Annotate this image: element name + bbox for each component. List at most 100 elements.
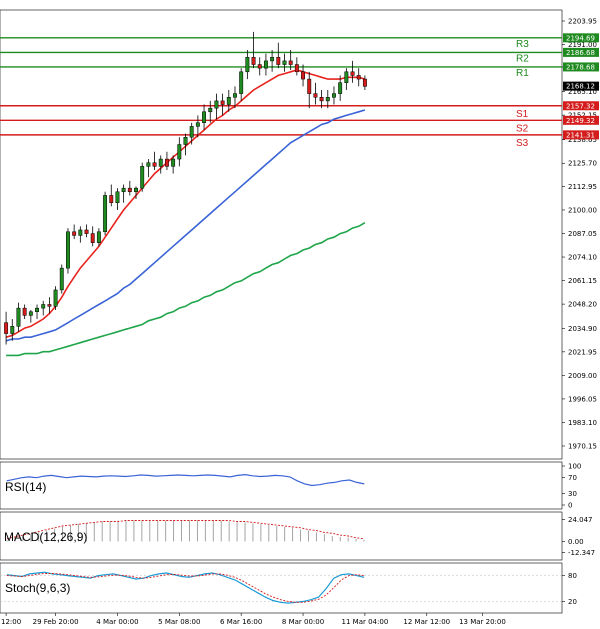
candle-up <box>332 93 336 98</box>
level-tag-r1 <box>563 62 599 72</box>
candle-down <box>313 93 318 98</box>
candle-down <box>164 158 169 167</box>
candle-down <box>307 78 312 94</box>
candle-down <box>72 231 77 236</box>
macd-signal-line <box>6 520 365 540</box>
candle-up <box>121 187 126 193</box>
x-tick-label: 4 Mar 00:00 <box>96 618 138 626</box>
candle-up <box>66 231 70 269</box>
candle-up <box>195 122 200 127</box>
current-price-value: 2168.12 <box>566 83 595 91</box>
candle-down <box>319 97 324 102</box>
y-tick-label: 2125.70 <box>568 160 597 168</box>
y-tick-label: 2191.00 <box>568 41 597 49</box>
rsi-label: RSI(14) <box>5 480 46 494</box>
macd-panel <box>0 511 563 561</box>
sub-tick-label: 24.047 <box>568 516 593 524</box>
ma-mid-line <box>5 109 366 342</box>
candle-up <box>16 307 21 327</box>
y-tick-label: 2152.15 <box>568 112 597 120</box>
candle-up <box>239 71 244 94</box>
level-value-s1: 2157.32 <box>566 102 595 110</box>
level-name-s2: S2 <box>516 123 529 134</box>
candle-up <box>270 57 275 62</box>
sub-tick-label: 0 <box>568 502 572 510</box>
sub-tick-label: 30 <box>568 490 577 498</box>
y-tick-label: 2021.95 <box>568 348 597 356</box>
candle-up <box>10 326 15 334</box>
x-axis: 12:00 29 Feb 20:00 4 Mar 00:00 5 Mar 08:00 6… <box>1 613 506 626</box>
level-tag-r3 <box>563 33 599 43</box>
stoch-panel <box>0 562 563 614</box>
level-name-r3: R3 <box>516 39 529 50</box>
y-tick-label: 2203.95 <box>568 17 597 25</box>
candle-down <box>251 57 256 65</box>
level-tag-s2 <box>563 115 599 125</box>
level-name-s1: S1 <box>516 109 529 120</box>
candle-down <box>4 322 9 334</box>
candle-up <box>189 126 194 138</box>
y-tick-label: 1970.15 <box>568 443 597 451</box>
x-tick-label: 29 Feb 20:00 <box>33 618 79 626</box>
candle-up <box>208 107 213 113</box>
candle-down <box>294 64 299 73</box>
y-tick-label: 2100.00 <box>568 206 597 214</box>
rsi-line <box>6 473 365 487</box>
stoch-label: Stoch(9,6,3) <box>5 581 70 595</box>
level-value-s2: 2149.32 <box>566 117 595 125</box>
level-value-s3: 2141.31 <box>566 131 595 139</box>
candle-up <box>226 97 231 105</box>
macd-indicator: 24.047 0.00 -12.347 <box>6 516 595 557</box>
level-tag-s3 <box>563 130 599 140</box>
sub-tick-label: 80 <box>568 572 577 580</box>
level-tag-s1 <box>563 101 599 111</box>
y-tick-label: 1983.10 <box>568 419 597 427</box>
x-tick-label: 13 Mar 20:00 <box>459 618 506 626</box>
x-tick-label: 6 Mar 16:00 <box>220 618 262 626</box>
y-tick-label: 1996.05 <box>568 395 597 403</box>
candle-down <box>22 307 27 316</box>
rsi-panel <box>0 461 563 510</box>
y-tick-label: 2087.05 <box>568 230 597 238</box>
sub-tick-label: 0.00 <box>568 538 584 546</box>
candle-down <box>127 187 132 193</box>
stoch-d-line <box>6 573 365 603</box>
candle-up <box>245 57 250 73</box>
y-tick-label: 2112.95 <box>568 183 597 191</box>
stoch-k-line <box>6 571 365 604</box>
candle-up <box>134 187 138 193</box>
candle-up <box>171 158 176 167</box>
x-tick-label: 12 Mar 12:00 <box>403 618 450 626</box>
y-tick-label: 2034.90 <box>568 325 597 333</box>
candle-up <box>103 195 108 233</box>
candle-up <box>344 71 349 83</box>
candle-up <box>35 307 39 313</box>
candle-up <box>338 82 343 94</box>
level-value-r2: 2186.68 <box>566 49 595 57</box>
y-tick-label: 2165.10 <box>568 88 597 96</box>
candle-down <box>362 78 367 87</box>
level-value-r1: 2178.68 <box>566 63 595 71</box>
support-resistance-levels: R3 2194.69 R2 2186.68 R1 2178.68 S1 2157.32 S2 21… <box>0 33 599 149</box>
x-tick-label: 8 Mar 00:00 <box>282 618 324 626</box>
candle-up <box>233 93 237 98</box>
candle-up <box>140 166 145 189</box>
candle-up <box>59 267 64 291</box>
x-tick-label: 12:00 <box>1 618 21 626</box>
candle-up <box>78 229 83 236</box>
level-name-r2: R2 <box>516 53 529 64</box>
candle-up <box>263 60 268 69</box>
current-price-box <box>563 81 599 91</box>
level-value-r3: 2194.69 <box>566 34 595 42</box>
candle-up <box>96 231 101 243</box>
x-tick-label: 11 Mar 04:00 <box>342 618 389 626</box>
stoch-indicator: 80 20 <box>0 571 577 606</box>
candle-down <box>301 71 305 80</box>
y-tick-label: 2009.00 <box>568 372 597 380</box>
candle-down <box>47 304 52 307</box>
level-tag-r2 <box>563 47 599 57</box>
sub-tick-label: 20 <box>568 598 577 606</box>
candle-up <box>146 162 151 167</box>
y-tick-label: 2048.20 <box>568 301 597 309</box>
